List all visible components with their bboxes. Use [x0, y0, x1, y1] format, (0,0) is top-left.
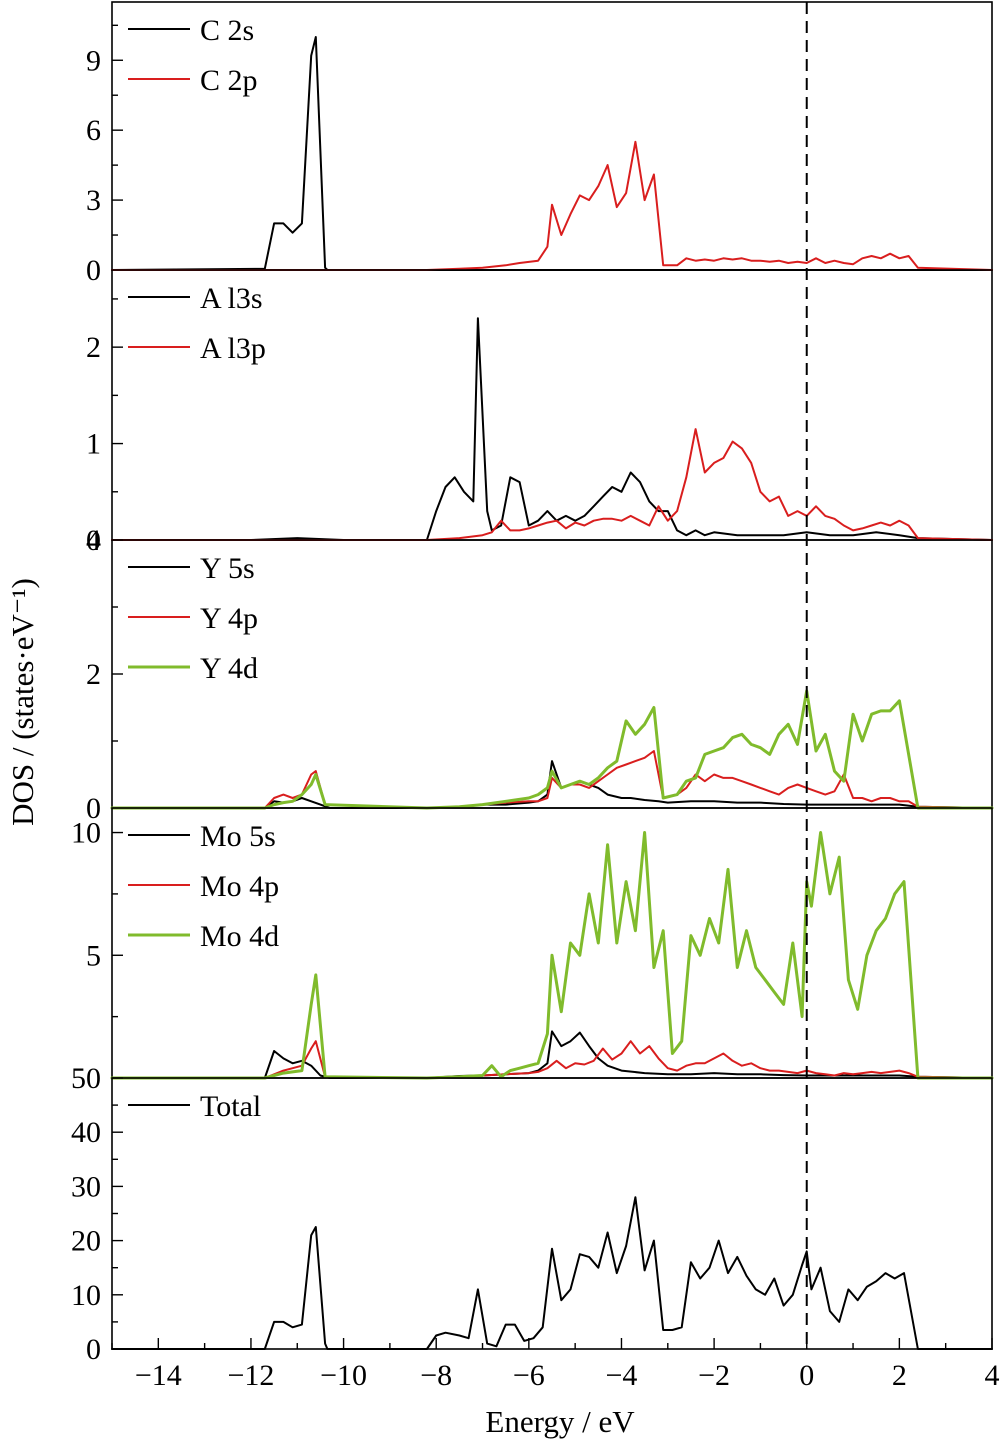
series-mo-4p: [111, 1040, 993, 1079]
series-a-l3s: [111, 317, 993, 541]
y-tick-label: 10: [71, 817, 101, 850]
y-tick-label: 6: [86, 114, 101, 147]
panel-mo: 5 10 Mo 5s Mo 4p Mo 4d: [71, 807, 994, 1080]
x-tick-label: −8: [420, 1359, 452, 1392]
series-total: [111, 1196, 993, 1350]
series-y-5s: [111, 760, 993, 809]
legend-label: A l3s: [200, 282, 263, 315]
y-tick-label: 40: [71, 1116, 101, 1149]
y-tick-label: 30: [71, 1170, 101, 1203]
series-y-4p: [111, 750, 993, 809]
y-tick-label: 5: [86, 939, 101, 972]
panel-total: 0 10 20 30 40 50 Total: [71, 1062, 993, 1366]
x-tick-label: −12: [227, 1359, 274, 1392]
series-mo-5s: [111, 1030, 993, 1079]
x-axis-title: Energy / eV: [485, 1404, 635, 1439]
series-c-2p: [111, 140, 993, 271]
legend-label: Y 5s: [200, 552, 255, 585]
x-tick-label: −10: [320, 1359, 367, 1392]
y-tick-label: 0: [86, 254, 101, 287]
x-tick-label: 4: [985, 1359, 1000, 1392]
y-tick-label: 0: [86, 792, 101, 825]
x-tick-label: −14: [135, 1359, 182, 1392]
series-a-l3p: [111, 428, 993, 541]
dos-panels: 0 3 6 9 C 2s C 2p 0 1 2 A l3s A l3p 0 2 4 Y 5s Y 4p Y 4d…: [71, 1, 994, 1366]
legend-label: Mo 4p: [200, 870, 279, 903]
y-tick-label: 4: [86, 524, 101, 557]
legend-label: A l3p: [200, 332, 266, 365]
y-tick-label: 2: [86, 658, 101, 691]
y-tick-label: 2: [86, 331, 101, 364]
y-axis-title: DOS / (states·eV⁻¹): [5, 578, 40, 826]
legend-label: Y 4d: [200, 652, 258, 685]
y-tick-label: 3: [86, 184, 101, 217]
panel-al: 0 1 2 A l3s A l3p: [86, 269, 993, 557]
x-tick-label: 0: [799, 1359, 814, 1392]
y-tick-label: 50: [71, 1062, 101, 1095]
panel-c: 0 3 6 9 C 2s C 2p: [86, 1, 993, 287]
legend-label: Total: [200, 1090, 261, 1123]
legend-label: Mo 5s: [200, 820, 276, 853]
x-tick-label: −2: [698, 1359, 730, 1392]
y-tick-label: 1: [86, 428, 101, 461]
x-tick-label: −4: [606, 1359, 638, 1392]
legend-label: Y 4p: [200, 602, 258, 635]
legend-label: Mo 4d: [200, 920, 279, 953]
y-tick-label: 0: [86, 524, 101, 557]
y-tick-label: 10: [71, 1279, 101, 1312]
y-tick-label: 9: [86, 44, 101, 77]
x-axis-ticks: −14 −12 −10 −8 −6 −4 −2 0 2 4: [111, 1338, 1000, 1392]
y-tick-label: 0: [86, 1333, 101, 1366]
series-y-4d: [110, 689, 994, 810]
y-tick-label: 20: [71, 1225, 101, 1258]
x-tick-label: 2: [892, 1359, 907, 1392]
legend-label: C 2p: [200, 64, 258, 97]
panel-y: 0 2 4 Y 5s Y 4p Y 4d: [86, 524, 994, 825]
legend-label: C 2s: [200, 14, 254, 47]
series-mo-4d: [110, 831, 994, 1080]
x-tick-label: −6: [513, 1359, 545, 1392]
